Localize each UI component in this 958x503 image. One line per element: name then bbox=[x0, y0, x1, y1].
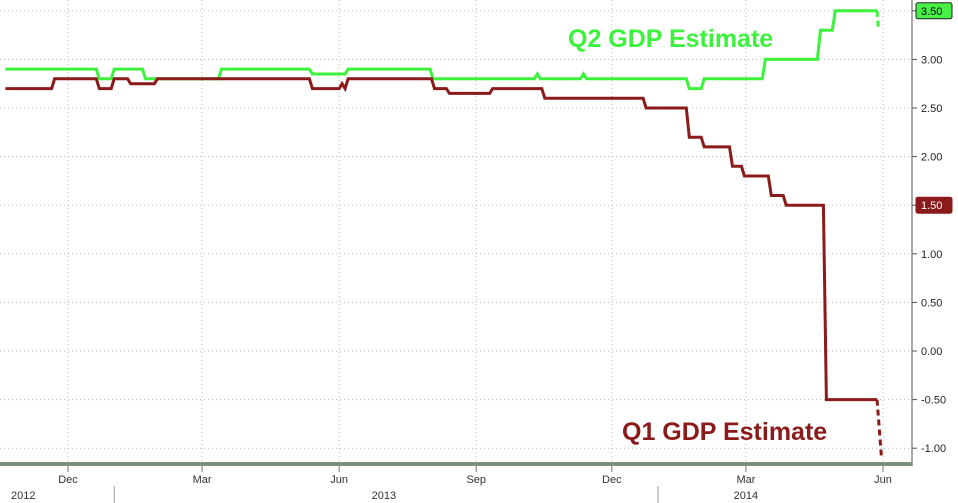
series-layer bbox=[5, 9, 884, 459]
series-tail-q2 bbox=[875, 10, 881, 31]
badge-q1-box bbox=[915, 196, 953, 214]
x-tick-label: Jun bbox=[874, 474, 892, 486]
series-label-q2: Q2 GDP Estimate bbox=[568, 25, 773, 53]
year-label: 2013 bbox=[372, 490, 396, 502]
year-label: 2012 bbox=[11, 490, 35, 502]
badge-q2-text: 3.50 bbox=[921, 6, 942, 18]
y-tick-label: -1.00 bbox=[921, 443, 946, 455]
x-tick-label: Jun bbox=[330, 474, 348, 486]
badge-q2-box bbox=[915, 2, 953, 20]
y-tick-label: -0.50 bbox=[921, 395, 946, 407]
year-label: 2014 bbox=[734, 490, 758, 502]
x-axis: Dec Mar Jun Sep Dec Mar Jun 2012 2013 2014 bbox=[0, 462, 912, 503]
y-tick-label: 2.00 bbox=[921, 152, 942, 164]
series-line-q1 bbox=[5, 77, 877, 402]
x-tick-label: Dec bbox=[58, 474, 78, 486]
y-tick-label: 1.00 bbox=[921, 249, 942, 261]
y-tick-label: 2.50 bbox=[921, 103, 942, 115]
y-tick-label: 0.50 bbox=[921, 297, 942, 309]
x-tick-label: Mar bbox=[736, 474, 755, 486]
x-tick-label: Dec bbox=[602, 474, 622, 486]
badge-q1-text: 1.50 bbox=[921, 200, 942, 212]
grid bbox=[0, 0, 912, 462]
x-tick-label: Mar bbox=[193, 474, 212, 486]
x-tick-label: Sep bbox=[466, 474, 486, 486]
series-line-q2 bbox=[5, 9, 877, 91]
y-tick-label: 3.00 bbox=[921, 54, 942, 66]
labels-layer: 3.50 1.50 Q2 GDP Estimate Q1 GDP Estimate bbox=[568, 2, 953, 446]
y-tick-label: 0.00 bbox=[921, 346, 942, 358]
series-label-q1: Q1 GDP Estimate bbox=[622, 418, 827, 446]
